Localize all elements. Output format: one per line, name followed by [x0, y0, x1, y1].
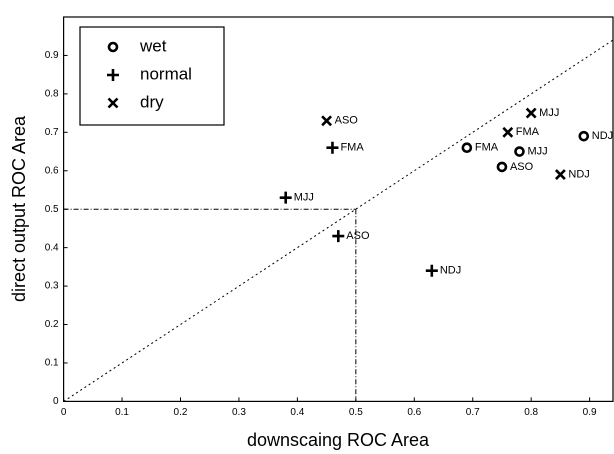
marker	[425, 264, 438, 277]
marker-plus	[107, 69, 119, 81]
point-label: ASO	[335, 115, 359, 127]
x-axis-label: downscaing ROC Area	[247, 430, 430, 450]
x-tick-label: 0.3	[232, 407, 246, 418]
point-label: NDJ	[568, 169, 589, 181]
legend-box	[79, 26, 225, 126]
x-tick-label: 0.9	[583, 407, 597, 418]
marker-plus	[279, 191, 292, 204]
x-tick-label: 0.8	[524, 407, 538, 418]
point-label: MJJ	[539, 107, 559, 119]
legend-label: dry	[140, 92, 164, 111]
marker	[578, 130, 590, 142]
x-tick-label: 0.5	[349, 407, 363, 418]
marker-plus	[332, 230, 345, 243]
y-tick-label: 0.1	[45, 358, 59, 369]
marker-cross	[502, 126, 514, 138]
marker	[502, 126, 514, 138]
marker	[107, 69, 119, 81]
point-label: ASO	[346, 230, 370, 242]
x-tick-label: 0.1	[115, 407, 129, 418]
legend: wet normal dry	[79, 26, 225, 126]
point-label: FMA	[340, 142, 364, 154]
x-tick-label: 0.2	[174, 407, 188, 418]
marker-circle	[514, 146, 525, 157]
marker	[326, 141, 339, 154]
point-label: FMA	[516, 126, 540, 138]
marker	[332, 230, 345, 243]
legend-label: wet	[139, 36, 167, 55]
x-tick-label: 0.7	[466, 407, 480, 418]
marker-plus	[326, 141, 339, 154]
x-tick-label: 0.6	[407, 407, 421, 418]
y-tick-label: 0.7	[45, 127, 59, 138]
point-label: NDJ	[440, 265, 461, 277]
marker-cross	[321, 115, 333, 127]
y-tick-label: 0.6	[45, 165, 59, 176]
y-tick-label: 0.5	[45, 204, 59, 215]
marker	[279, 191, 292, 204]
point-label: ASO	[510, 161, 534, 173]
marker	[514, 146, 525, 157]
y-tick-label: 0.8	[45, 89, 59, 100]
marker	[525, 107, 537, 119]
point-label: FMA	[475, 142, 499, 154]
y-axis-label: direct output ROC Area	[9, 115, 29, 302]
marker-circle	[107, 41, 119, 53]
marker	[321, 115, 333, 127]
marker-cross	[107, 97, 119, 109]
y-tick-label: 0.2	[45, 319, 59, 330]
marker-circle	[578, 130, 590, 142]
y-tick-label: 0.3	[45, 281, 59, 292]
point-label: MJJ	[294, 192, 314, 204]
y-tick-label: 0.4	[45, 242, 59, 253]
legend-label: normal	[140, 64, 192, 83]
marker	[554, 169, 566, 181]
y-tick-label: 0.9	[45, 50, 59, 61]
marker	[496, 161, 508, 173]
point-label: NDJ	[592, 130, 613, 142]
marker-cross	[554, 169, 566, 181]
x-tick-label: 0.4	[290, 407, 304, 418]
marker	[107, 97, 119, 109]
marker	[107, 41, 119, 53]
marker-cross	[525, 107, 537, 119]
marker	[461, 142, 473, 153]
x-tick-label: 0	[61, 407, 67, 418]
marker-circle	[461, 142, 473, 153]
marker-plus	[425, 264, 438, 277]
marker-circle	[496, 161, 508, 173]
y-tick-label: 0	[53, 396, 59, 407]
point-label: MJJ	[527, 145, 547, 157]
